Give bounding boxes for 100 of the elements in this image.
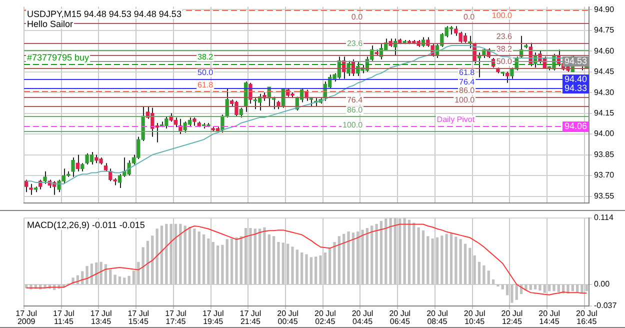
ref-line-label: 94.33 [564, 82, 587, 93]
bar [478, 262, 481, 284]
y-tick-label: -0.037 [594, 301, 618, 310]
bar [333, 242, 336, 284]
candlestick [468, 35, 472, 49]
bar [552, 284, 556, 292]
bar [529, 284, 532, 290]
bar [193, 228, 196, 284]
y-tick-label: 93.70 [594, 170, 615, 180]
bar [352, 232, 355, 284]
chart-title: USDJPY,M15 94.48 94.53 94.48 94.53 [27, 8, 182, 19]
bar [226, 239, 228, 284]
bar [571, 284, 574, 292]
annotation: 86.0 [459, 86, 476, 95]
bar [534, 284, 537, 290]
bar [123, 278, 126, 284]
x-tick-label: 17 Jul 19:45 [202, 309, 224, 326]
x-tick-label: 20 Jul 16:45 [576, 309, 598, 326]
bar [338, 236, 341, 284]
bar [291, 246, 294, 284]
annotation: 100.0 [342, 120, 364, 130]
annotation: 76.4 [459, 78, 476, 87]
bar [380, 220, 383, 284]
bar [314, 256, 318, 284]
bar [482, 265, 486, 284]
bar [342, 234, 346, 284]
y-tick-label: 94.30 [594, 88, 615, 97]
annotation: 61.8 [459, 68, 476, 77]
bar [445, 234, 448, 284]
bar [160, 226, 164, 284]
bar [459, 239, 462, 284]
bar [487, 270, 490, 284]
annotation: 0.0 [463, 12, 476, 22]
bar [188, 226, 192, 284]
candlestick [188, 116, 192, 128]
ref-line-label: #73779795 buy [27, 52, 90, 62]
bar [156, 228, 158, 284]
x-tick-label: 20 Jul 00:45 [277, 309, 299, 326]
bar [426, 236, 430, 284]
bar [258, 228, 262, 284]
bar [221, 244, 224, 284]
bar [179, 224, 182, 284]
bar [128, 276, 130, 284]
bar [347, 231, 350, 284]
y-tick-label: 0.114 [594, 213, 614, 222]
x-tick-label: 20 Jul 06:45 [389, 309, 411, 326]
bar [450, 233, 453, 284]
x-tick-label: 17 Jul 17:45 [165, 309, 187, 326]
bar [366, 228, 369, 284]
annotation: 100.0 [454, 96, 476, 105]
bar [389, 218, 392, 284]
annotation: 86.0 [346, 105, 364, 114]
y-tick-label: 94.60 [594, 46, 615, 56]
x-tick-label: 17 Jul 11:45 [53, 309, 75, 326]
y-tick-label: 94.00 [594, 129, 615, 138]
candlestick [71, 157, 75, 178]
y-tick-label: 93.85 [594, 150, 615, 159]
candlestick [505, 71, 510, 84]
annotation: 50.0 [198, 68, 214, 77]
candlestick [239, 107, 243, 118]
bar [305, 254, 308, 284]
y-tick-label: 94.75 [594, 26, 615, 35]
bar [114, 274, 116, 284]
bar [515, 284, 518, 300]
candlestick [118, 174, 122, 188]
bar [422, 230, 425, 284]
bar [403, 218, 406, 284]
bar [146, 240, 150, 284]
bar [216, 246, 220, 284]
ref-line-label: 94.06 [564, 120, 587, 131]
bar [277, 242, 280, 284]
chart-title: MACD(12,26,9) -0.011 -0.015 [27, 220, 145, 230]
annotation: 38.2 [496, 44, 512, 54]
bar [384, 218, 388, 284]
annotation: 100.0 [492, 10, 512, 20]
x-tick-label: 20 Jul 04:45 [352, 309, 374, 326]
x-tick-label: 20 Jul 08:45 [426, 309, 448, 326]
bar [296, 250, 298, 284]
x-tick-label: 20 Jul 02:45 [314, 309, 336, 326]
annotation: 23.6 [346, 38, 364, 48]
bar [310, 257, 312, 284]
bar [300, 252, 304, 284]
bar [184, 226, 186, 284]
bar [142, 247, 144, 284]
annotation: 38.2 [198, 52, 214, 62]
y-tick-label: 0.00 [594, 280, 610, 289]
annotation: 61.8 [198, 80, 214, 90]
bar [440, 236, 444, 284]
text: Hello Sailor [27, 18, 74, 29]
x-tick-label: 20 Jul 10:45 [464, 309, 486, 326]
bar [417, 227, 420, 284]
annotation: 76.4 [346, 96, 364, 105]
bar [230, 238, 234, 284]
bar [454, 236, 458, 284]
bar [464, 244, 467, 284]
candlestick [463, 32, 468, 44]
bar [557, 284, 560, 292]
bar [86, 266, 88, 284]
bar [151, 236, 154, 284]
bar [268, 234, 270, 284]
